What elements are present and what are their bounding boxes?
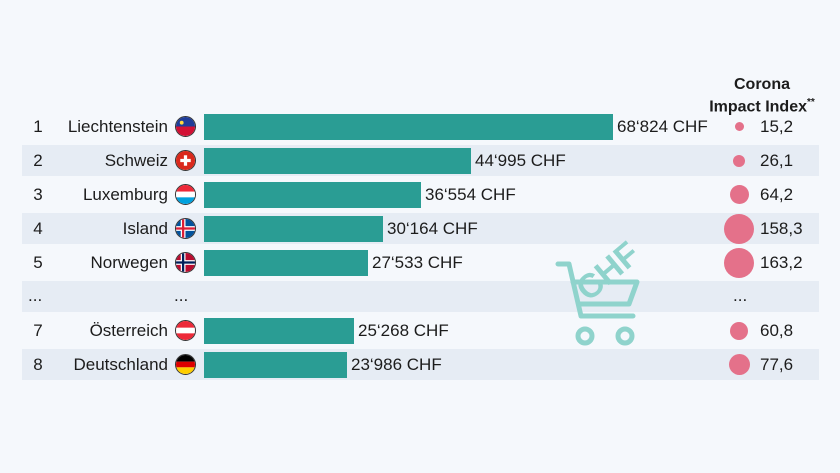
switzerland-flag-icon <box>175 150 196 171</box>
header-line-2-text: Impact Index <box>709 98 807 116</box>
corona-index-label: 158,3 <box>760 219 803 238</box>
country-label: Deutschland <box>73 355 168 374</box>
ellipsis-rank: ... <box>28 286 43 305</box>
bar <box>204 148 471 174</box>
footnote-mark: ** <box>807 97 815 108</box>
country-label: Schweiz <box>104 151 168 170</box>
country-label: Luxemburg <box>82 185 168 204</box>
corona-index-label: 163,2 <box>760 253 803 272</box>
value-label: 27‘533 CHF <box>372 253 463 272</box>
row-background <box>22 281 819 312</box>
bar <box>204 250 368 276</box>
corona-bubble <box>729 185 749 204</box>
rank-label: 2 <box>33 151 43 170</box>
country-label: Liechtenstein <box>67 117 168 136</box>
value-label: 36‘554 CHF <box>425 185 516 204</box>
chf-watermark: CHF <box>569 235 647 309</box>
germany-flag-icon <box>175 354 196 375</box>
corona-index-label: 60,8 <box>760 321 794 340</box>
bar <box>204 114 613 140</box>
corona-bubble <box>724 247 754 278</box>
value-label: 44‘995 CHF <box>475 151 566 170</box>
corona-bubble <box>730 321 748 340</box>
corona-index-label: 64,2 <box>760 185 794 204</box>
ellipsis-country: ... <box>174 286 189 305</box>
rank-label: 5 <box>33 253 43 272</box>
country-label: Österreich <box>89 321 168 340</box>
rank-label: 7 <box>33 321 43 340</box>
header-line-1: Corona <box>734 76 790 93</box>
header-line-2: Impact Index** <box>700 94 824 116</box>
rank-label: 3 <box>33 185 43 204</box>
bar <box>204 318 354 344</box>
bar <box>204 352 347 378</box>
iceland-flag-icon <box>175 218 196 239</box>
value-label: 68‘824 CHF <box>617 117 708 136</box>
row-background <box>22 213 819 244</box>
ellipsis-index: ... <box>733 286 748 305</box>
liechtenstein-flag-icon <box>175 116 196 137</box>
country-label: Island <box>122 219 168 238</box>
rank-label: 8 <box>33 355 43 374</box>
value-label: 25‘268 CHF <box>358 321 449 340</box>
luxembourg-flag-icon <box>175 184 196 205</box>
corona-index-label: 26,1 <box>760 151 794 170</box>
row-background <box>22 349 819 380</box>
corona-bubble <box>733 154 745 167</box>
bar <box>204 182 421 208</box>
austria-flag-icon <box>175 320 196 341</box>
corona-impact-header: Corona Impact Index** <box>700 76 824 116</box>
value-label: 30‘164 CHF <box>387 219 478 238</box>
bar <box>204 216 383 242</box>
value-label: 23‘986 CHF <box>351 355 442 374</box>
rank-label: 4 <box>33 219 43 238</box>
corona-index-label: 77,6 <box>760 355 794 374</box>
rank-label: 1 <box>33 117 43 136</box>
corona-bubble <box>724 213 754 244</box>
shopping-cart-icon: CHF <box>555 235 647 346</box>
country-label: Norwegen <box>90 253 169 272</box>
corona-bubble <box>728 354 750 375</box>
norway-flag-icon <box>175 252 196 273</box>
corona-index-label: 15,2 <box>760 117 794 136</box>
corona-bubble <box>734 122 744 131</box>
